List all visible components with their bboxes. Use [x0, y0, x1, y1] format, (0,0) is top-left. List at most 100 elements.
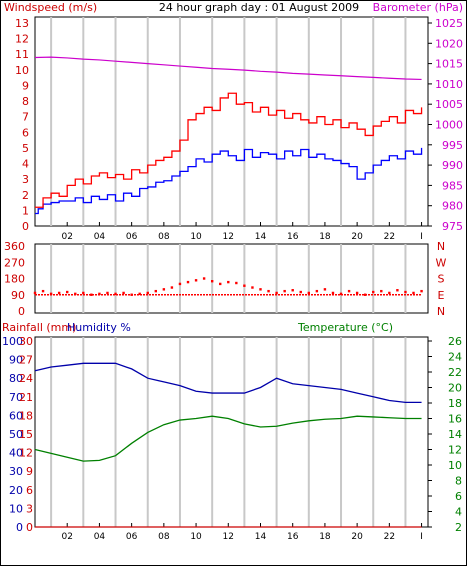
direction-point: [82, 291, 85, 295]
plot-area: [34, 243, 429, 314]
x-tick-label: I: [420, 532, 423, 542]
direction-point: [331, 291, 335, 295]
rainfall-tick-label: 0: [26, 521, 33, 534]
barometer-tick-label: 1005: [435, 98, 463, 111]
humidity-tick-label: 20: [9, 484, 23, 497]
direction-tick-label: 360: [4, 240, 25, 253]
temperature-tick-label: 6: [455, 490, 462, 503]
barometer-tick-label: 995: [442, 139, 463, 152]
barometer-tick-label: 980: [442, 200, 463, 213]
direction-point: [380, 289, 383, 293]
barometer-axis-label: Barometer (hPa): [373, 1, 463, 14]
windspeed-tick-label: 7: [22, 111, 29, 124]
x-tick-label: 20: [351, 532, 363, 542]
x-tick-label: 18: [319, 232, 331, 242]
rainfall-tick-label: 6: [26, 484, 33, 497]
direction-point: [114, 292, 117, 296]
direction-point: [396, 289, 399, 292]
x-tick-label: 10: [190, 532, 202, 542]
barometer-tick-label: 1025: [435, 17, 463, 30]
x-tick-label: 14: [255, 532, 267, 542]
barometer-tick-label: 985: [442, 179, 463, 192]
direction-point: [154, 289, 157, 293]
chart-title: 24 hour graph day : 01 August 2009: [159, 1, 359, 14]
x-tick-label: 08: [158, 532, 170, 542]
direction-point: [251, 286, 254, 289]
x-tick-label: 12: [223, 532, 234, 542]
humidity-tick-label: 50: [9, 428, 23, 441]
rain-humidity-temperature-panel: 0102030405060708090100036912151821242730…: [2, 335, 462, 542]
x-tick-label: 22: [384, 532, 395, 542]
compass-tick-label: W: [436, 256, 447, 269]
windspeed-tick-label: 8: [22, 95, 29, 108]
direction-point: [388, 291, 391, 295]
direction-point: [90, 293, 93, 296]
x-tick-label: 14: [255, 232, 267, 242]
humidity-tick-label: 40: [9, 447, 23, 460]
compass-tick-label: S: [438, 273, 445, 286]
barometer-tick-label: 990: [442, 159, 463, 172]
direction-point: [275, 291, 278, 295]
temperature-tick-label: 20: [448, 382, 462, 395]
windspeed-tick-label: 6: [22, 126, 29, 139]
plot-area: [34, 16, 429, 227]
x-tick-label: 16: [287, 532, 299, 542]
x-tick-label: 02: [61, 232, 72, 242]
rainfall-tick-label: 21: [19, 391, 33, 404]
direction-tick-label: 270: [4, 256, 25, 269]
direction-point: [74, 292, 77, 296]
direction-point: [315, 289, 319, 293]
barometer-tick-label: 1000: [435, 119, 463, 132]
windspeed-tick-label: 9: [22, 79, 29, 92]
windspeed-tick-label: 11: [15, 48, 29, 61]
temperature-tick-label: 24: [448, 351, 462, 364]
x-tick-label: 02: [61, 532, 72, 542]
direction-point: [122, 291, 125, 295]
temperature-series: [34, 415, 422, 462]
rainfall-axis-label: Rainfall (mm): [2, 321, 76, 334]
direction-point: [186, 280, 190, 284]
direction-point: [307, 291, 311, 295]
direction-point: [41, 289, 45, 293]
direction-point: [219, 282, 222, 286]
windspeed-tick-label: 2: [22, 189, 29, 202]
x-tick-label: 20: [351, 232, 363, 242]
direction-point: [66, 290, 69, 294]
windspeed-tick-label: 13: [15, 17, 29, 30]
direction-point: [227, 280, 230, 284]
temperature-tick-label: 12: [448, 444, 462, 457]
temperature-tick-label: 2: [455, 521, 462, 534]
direction-point: [210, 280, 214, 283]
x-tick-label: 06: [126, 532, 138, 542]
direction-point: [299, 290, 302, 294]
humidity-axis-label: Humidity %: [67, 321, 131, 334]
rainfall-tick-label: 24: [19, 372, 33, 385]
temperature-axis-label: Temperature (°C): [297, 321, 393, 334]
direction-point: [283, 289, 286, 293]
direction-point: [267, 289, 270, 293]
windspeed-tick-label: 3: [22, 173, 29, 186]
direction-point: [291, 289, 294, 292]
direction-point: [162, 288, 166, 291]
temperature-tick-label: 4: [455, 506, 462, 519]
x-tick-label: 16: [287, 232, 299, 242]
direction-point: [355, 291, 359, 295]
x-tick-label: 04: [94, 232, 106, 242]
x-tick-label: 22: [384, 232, 395, 242]
direction-point: [412, 291, 415, 295]
direction-point: [146, 291, 149, 295]
humidity-tick-label: 10: [9, 502, 23, 515]
plot-area: [34, 336, 429, 528]
compass-tick-label: N: [437, 305, 445, 318]
wind-barometer-panel: 0123456789101112139759809859909951000100…: [15, 16, 463, 242]
temperature-tick-label: 8: [455, 475, 462, 488]
direction-tick-label: 90: [11, 289, 25, 302]
x-tick-label: 04: [94, 532, 106, 542]
windspeed-tick-label: 0: [22, 220, 29, 233]
direction-point: [323, 288, 327, 291]
direction-point: [106, 291, 109, 295]
humidity-tick-label: 90: [9, 354, 23, 367]
direction-point: [138, 292, 141, 296]
